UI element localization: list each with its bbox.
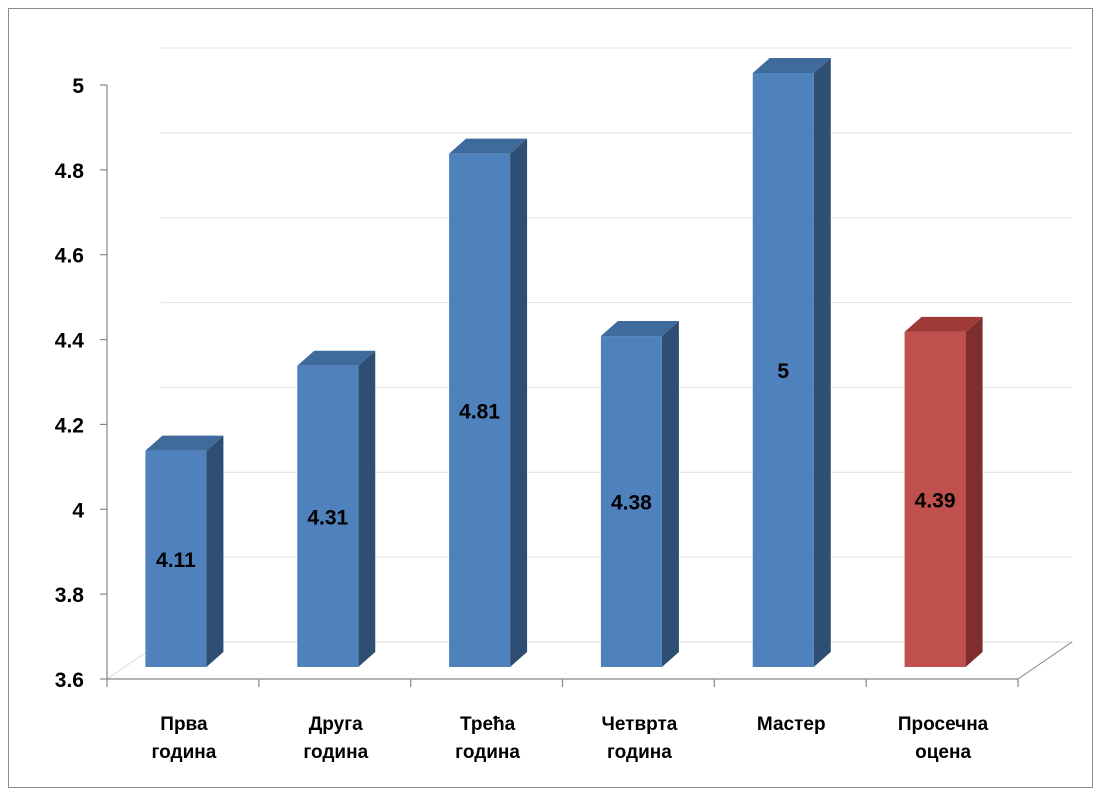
category-label-line: оцена <box>915 742 971 763</box>
y-tick-label: 3.8 <box>55 584 85 607</box>
y-tick-label: 4.6 <box>55 245 84 268</box>
bars <box>145 58 983 668</box>
labels: 3.6 3.8 4 4.2 4.4 4.6 4.8 5 4.11 Прва година 4.31 Др… <box>55 75 989 763</box>
bar <box>449 138 528 668</box>
category-label-line: година <box>152 742 217 763</box>
category-label-line: Трећа <box>460 714 516 735</box>
bar <box>752 58 831 667</box>
category-label: Просечна оцена <box>898 714 989 763</box>
data-label: 4.81 <box>459 400 500 423</box>
y-tick-label: 4.2 <box>55 414 84 437</box>
bar-top <box>297 350 376 366</box>
bar-top <box>904 316 983 332</box>
category-label-line: Четврта <box>601 714 677 735</box>
bar-side <box>965 316 983 667</box>
bar-front <box>297 365 359 667</box>
y-tick-label: 5 <box>72 75 84 98</box>
category-label: Прва година <box>152 714 217 763</box>
y-tick-label: 3.6 <box>55 669 84 692</box>
bar-front <box>904 331 966 667</box>
axes <box>100 84 1019 687</box>
category-label-line: Мастер <box>757 714 826 735</box>
bar-top <box>145 435 224 451</box>
bar <box>297 350 376 667</box>
category-label-line: година <box>303 742 368 763</box>
data-label: 4.11 <box>156 549 196 572</box>
data-label: 4.39 <box>915 489 956 512</box>
data-label: 4.31 <box>307 506 348 529</box>
data-label: 5 <box>777 360 789 383</box>
category-label-line: Друга <box>309 714 363 735</box>
category-label-line: година <box>607 742 672 763</box>
y-tick-label: 4.8 <box>55 160 85 183</box>
bar-side <box>813 58 831 667</box>
bar-side <box>661 321 679 667</box>
category-label-line: година <box>455 742 520 763</box>
bar-front <box>600 336 662 667</box>
y-tick-label: 4 <box>72 499 84 522</box>
bar-side <box>358 350 376 667</box>
bar-top <box>600 321 679 337</box>
y-tick-label: 4.4 <box>55 330 85 353</box>
bar-front <box>145 450 207 667</box>
bar-side <box>510 138 528 668</box>
category-label: Четврта година <box>601 714 677 763</box>
bar-side <box>206 435 224 667</box>
category-label: Трећа година <box>455 714 520 763</box>
category-label-line: Просечна <box>898 714 989 735</box>
bar-front <box>752 73 814 667</box>
bar <box>145 435 224 667</box>
bar-front <box>449 153 511 668</box>
bar-top <box>752 58 831 73</box>
floor-edge <box>1017 641 1073 680</box>
bar-top <box>449 138 528 154</box>
bar <box>904 316 983 667</box>
bar <box>600 321 679 667</box>
category-label-line: Прва <box>160 714 208 735</box>
category-label: Друга година <box>303 714 368 763</box>
data-label: 4.38 <box>611 492 652 515</box>
category-label: Мастер <box>757 714 826 735</box>
